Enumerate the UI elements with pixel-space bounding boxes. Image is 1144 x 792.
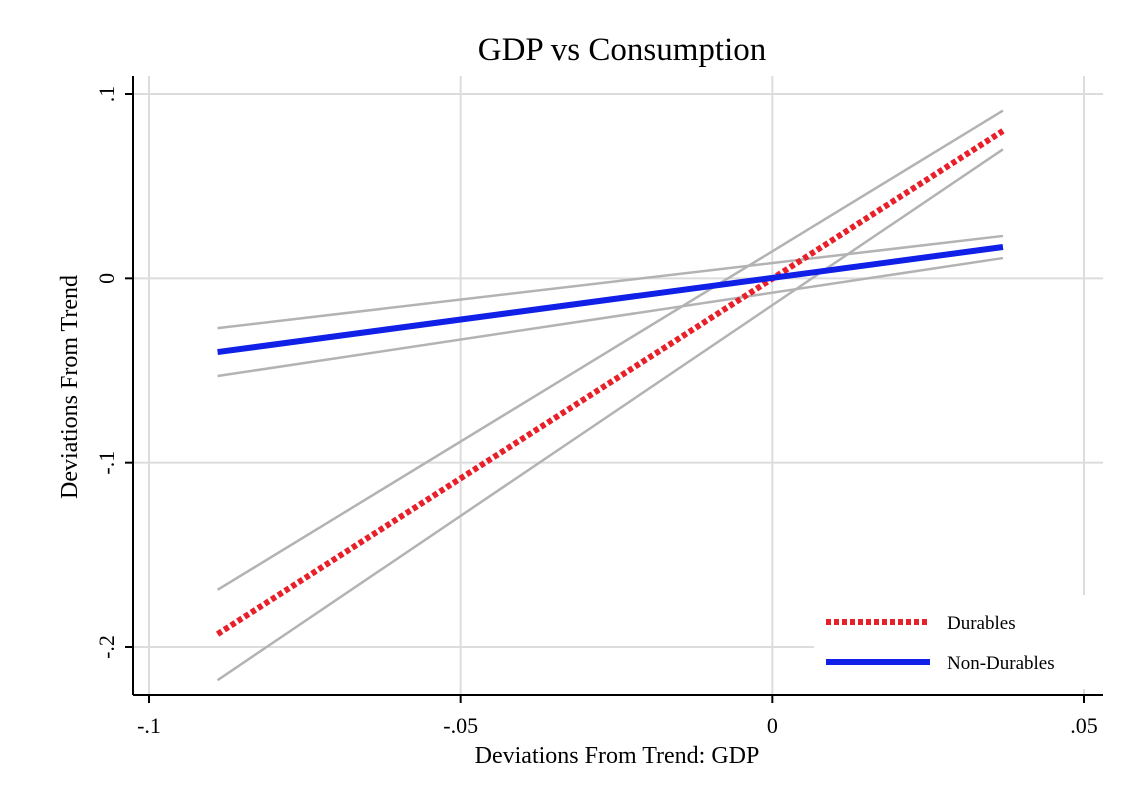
y-tick-label: .1 [94, 86, 119, 103]
axes [132, 76, 1103, 696]
x-tick-label: -.05 [443, 713, 478, 738]
y-tick-label: -.2 [94, 635, 119, 659]
y-tick-label: -.1 [94, 451, 119, 475]
ticks: -.1 -.05 0 .05 .1 0 -.1 -.2 [94, 86, 1098, 738]
y-axis-title: Deviations From Trend [57, 275, 83, 499]
x-axis-title: Deviations From Trend: GDP [475, 743, 760, 769]
series-lines [215, 128, 1005, 637]
non-durables-fit-line [217, 244, 1004, 356]
legend-label-non-durables: Non-Durables [947, 653, 1055, 674]
non-durables-ci-lower-line [217, 256, 1004, 378]
x-tick-label: -.1 [137, 713, 161, 738]
x-tick-label: 0 [767, 713, 778, 738]
legend: Durables Non-Durables [814, 595, 1104, 689]
legend-label-durables: Durables [947, 613, 1016, 634]
durables-ci-upper-line [216, 109, 1004, 591]
y-tick-label: 0 [94, 273, 119, 284]
chart-title: GDP vs Consumption [478, 32, 767, 68]
x-tick-label: .05 [1070, 713, 1098, 738]
non-durables-ci-upper-line [217, 234, 1004, 330]
legend-box [814, 595, 1104, 689]
durables-fit-line [215, 128, 1005, 637]
grid [133, 76, 1103, 695]
confidence-bands [216, 109, 1004, 682]
durables-ci-lower-line [216, 148, 1004, 682]
